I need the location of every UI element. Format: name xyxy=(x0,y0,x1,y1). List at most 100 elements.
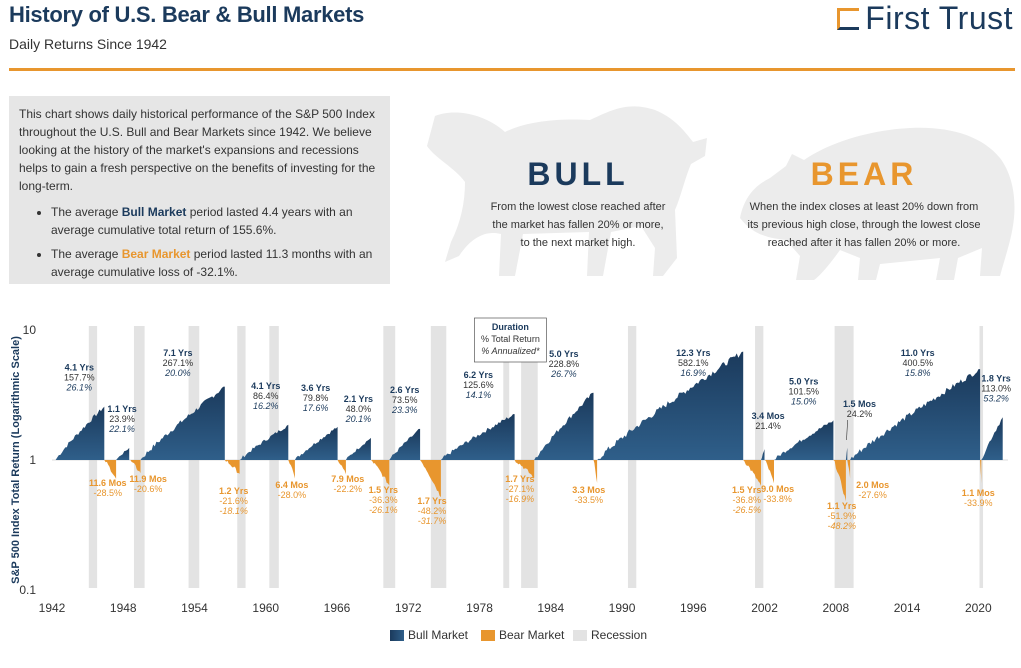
x-tick-label: 1972 xyxy=(395,601,422,615)
bull-definition-line: From the lowest close reached after xyxy=(490,201,666,213)
bull-return-label: 48.0% xyxy=(346,404,372,414)
bear-duration-label: 9.0 Mos xyxy=(761,484,794,494)
bull-return-label: 228.8% xyxy=(549,359,580,369)
x-tick-label: 1942 xyxy=(39,601,66,615)
bull-annualized-label: 26.1% xyxy=(66,383,93,393)
x-tick-label: 2008 xyxy=(822,601,849,615)
bull-return-label: 86.4% xyxy=(253,391,279,401)
bull-annualized-label: 26.7% xyxy=(550,369,577,379)
bear-duration-label: 1.2 Yrs xyxy=(219,486,248,496)
recession-band xyxy=(383,326,396,588)
bull-market-area xyxy=(981,417,1003,460)
bull-annualized-label: 53.2% xyxy=(983,393,1009,403)
bear-duration-label: 1.5 Yrs xyxy=(369,485,398,495)
bull-return-label: 21.4% xyxy=(755,421,781,431)
bear-market-area xyxy=(104,460,117,479)
bull-annualized-label: 20.1% xyxy=(345,414,372,424)
bear-market-area xyxy=(593,460,598,483)
y-tick-label: 1 xyxy=(29,453,36,467)
legend-swatch-bull xyxy=(390,629,404,641)
legend-label: Bull Market xyxy=(408,628,469,642)
x-tick-label: 1960 xyxy=(252,601,279,615)
bull-duration-label: 4.1 Yrs xyxy=(251,381,280,391)
bear-duration-label: 7.9 Mos xyxy=(331,474,364,484)
bull-duration-label: 1.8 Yrs xyxy=(981,373,1010,383)
bear-return-label: -48.2% xyxy=(418,506,447,516)
bear-definition-line: its previous high close, through the low… xyxy=(747,219,981,231)
bull-market-area xyxy=(850,369,981,460)
bull-duration-label: 11.0 Yrs xyxy=(901,348,935,358)
bull-duration-label: 4.1 Yrs xyxy=(65,363,94,373)
bull-market-area xyxy=(845,447,848,460)
legend-swatch-bear xyxy=(481,629,495,641)
bull-duration-label: 2.1 Yrs xyxy=(344,394,373,404)
bull-duration-label: 7.1 Yrs xyxy=(163,348,192,358)
bull-return-label: 400.5% xyxy=(902,358,933,368)
x-tick-label: 1984 xyxy=(537,601,564,615)
bull-market-area xyxy=(345,437,371,460)
bull-return-label: 157.7% xyxy=(64,373,95,383)
bull-annualized-label: 20.0% xyxy=(164,368,191,378)
x-tick-label: 1954 xyxy=(181,601,208,615)
bullet-text: period lasted 4.4 years with an average … xyxy=(51,205,353,237)
bull-return-label: 267.1% xyxy=(163,358,194,368)
bear-market-area xyxy=(129,460,141,473)
recession-band xyxy=(755,326,764,588)
bear-duration-label: 1.5 Yrs xyxy=(732,485,761,495)
bear-return-label: -33.5% xyxy=(575,495,604,505)
bull-return-label: 23.9% xyxy=(109,414,135,424)
bull-annualized-label: 15.8% xyxy=(905,368,931,378)
legend-label: Bear Market xyxy=(499,628,565,642)
bull-annualized-label: 16.2% xyxy=(253,401,279,411)
bear-duration-label: 11.9 Mos xyxy=(129,474,167,484)
bull-market-area xyxy=(761,449,765,460)
bull-return-label: 79.8% xyxy=(303,393,329,403)
bull-return-label: 24.2% xyxy=(847,409,873,419)
page-title: History of U.S. Bear & Bull Markets xyxy=(9,2,365,27)
bear-definition-line: reached after it has fallen 20% or more. xyxy=(767,237,961,249)
bull-duration-label: 5.0 Yrs xyxy=(789,376,818,386)
recession-band xyxy=(521,326,538,588)
bull-market-area xyxy=(597,351,744,460)
y-axis-label: S&P 500 Index Total Return (Logarithmic … xyxy=(10,336,22,584)
bear-duration-label: 1.1 Mos xyxy=(962,488,995,498)
legend-item-bull: Bull Market xyxy=(390,628,468,642)
bull-duration-label: 1.5 Mos xyxy=(843,399,876,409)
x-tick-label: 1990 xyxy=(609,601,636,615)
bear-market-area xyxy=(764,460,774,484)
page-subtitle: Daily Returns Since 1942 xyxy=(9,36,167,52)
bear-return-label: -27.1% xyxy=(506,484,535,494)
bear-market-area xyxy=(224,460,240,474)
bear-annualized-label: -18.1% xyxy=(219,506,248,516)
bull-market-area xyxy=(55,406,105,460)
bull-duration-label: 5.0 Yrs xyxy=(549,349,578,359)
bear-return-label: -36.3% xyxy=(369,495,398,505)
callout-line xyxy=(846,419,848,441)
header-divider xyxy=(9,68,1015,71)
duration-key-line: % Annualized* xyxy=(481,346,540,356)
bear-return-label: -21.6% xyxy=(219,496,248,506)
bear-market-area xyxy=(288,460,295,479)
bull-duration-label: 6.2 Yrs xyxy=(464,370,493,380)
bear-silhouette-icon xyxy=(740,127,1015,280)
bull-return-label: 125.6% xyxy=(463,380,494,390)
bull-market-area xyxy=(389,428,421,460)
logo-text: First Trust xyxy=(865,0,1013,36)
x-tick-label: 1996 xyxy=(680,601,707,615)
bull-definition: From the lowest close reached after the … xyxy=(478,198,678,252)
bull-definition-line: the market has fallen 20% or more, xyxy=(492,219,664,231)
bear-duration-label: 3.3 Mos xyxy=(572,485,605,495)
x-tick-label: 1966 xyxy=(324,601,351,615)
company-logo: First Trust xyxy=(837,0,1013,37)
bull-definition-line: to the next market high. xyxy=(520,237,636,249)
bear-return-label: -27.6% xyxy=(858,490,887,500)
bear-market-area xyxy=(847,460,851,479)
bullet-text: period lasted 11.3 months with an averag… xyxy=(51,247,373,279)
bear-definition-line: When the index closes at least 20% down … xyxy=(749,201,979,213)
bull-market-area xyxy=(294,426,338,460)
x-tick-label: 2014 xyxy=(894,601,921,615)
bear-market-area xyxy=(833,460,846,502)
bull-duration-label: 2.6 Yrs xyxy=(390,385,419,395)
bear-annualized-label: -16.9% xyxy=(506,494,535,504)
bull-market-area xyxy=(440,414,515,460)
